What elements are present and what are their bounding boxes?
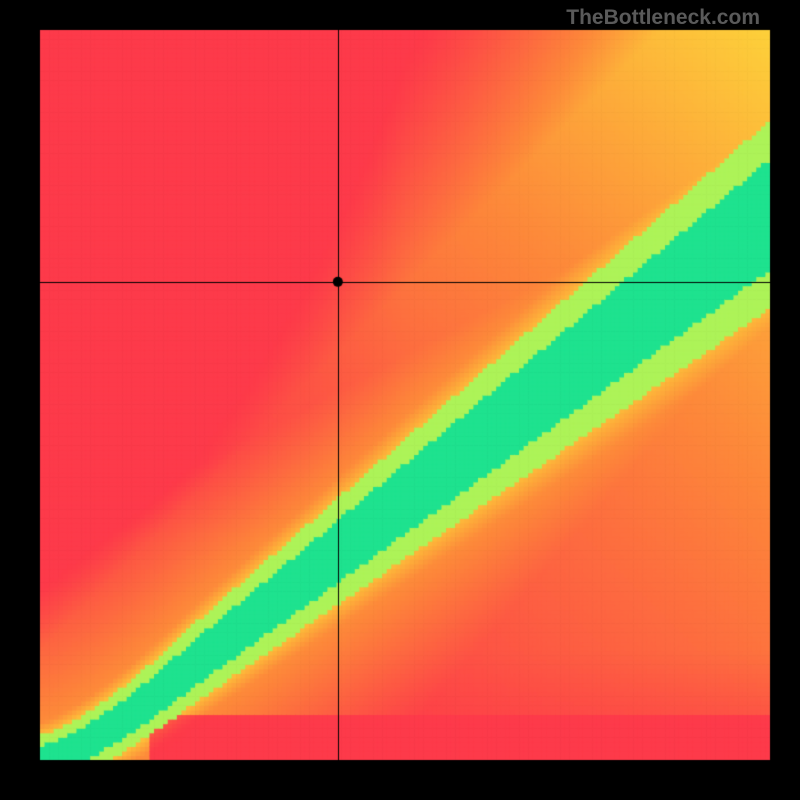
root-frame: TheBottleneck.com	[0, 0, 800, 800]
bottleneck-heatmap	[0, 0, 800, 800]
watermark-text: TheBottleneck.com	[566, 6, 760, 30]
